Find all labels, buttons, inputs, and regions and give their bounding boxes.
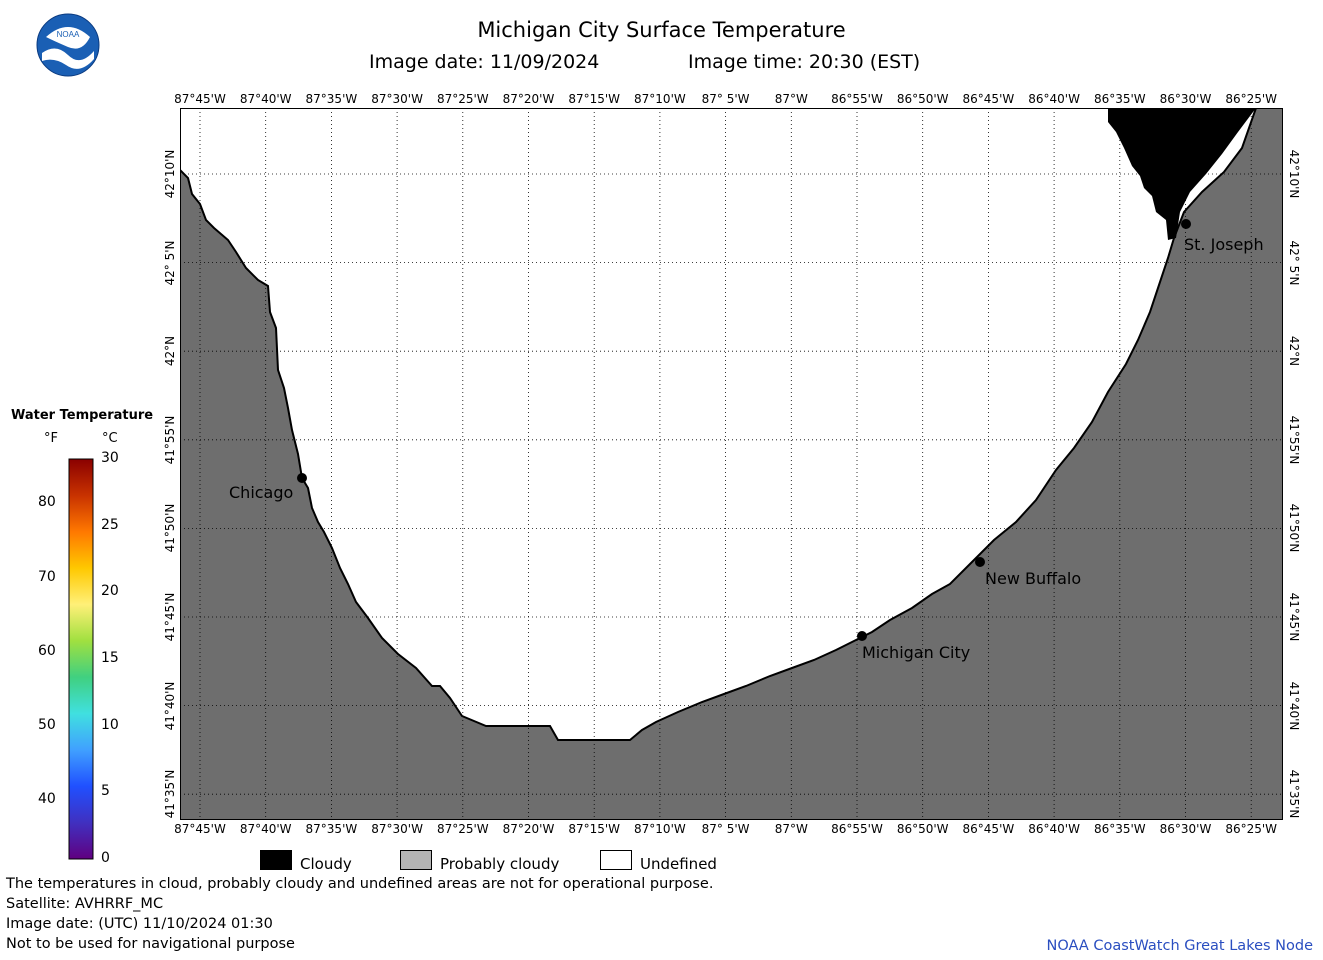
latitude-label: 42° 5'N: [1287, 240, 1301, 286]
longitude-label: 87°W: [774, 822, 808, 836]
map-canvas: [180, 108, 1283, 820]
longitude-label: 87°20'W: [502, 822, 555, 836]
longitude-label: 87° 5'W: [701, 822, 750, 836]
longitude-label: 86°55'W: [831, 92, 883, 106]
celsius-tick: 15: [101, 650, 119, 666]
latitude-label: 42°10'N: [163, 149, 177, 199]
longitude-label: 87°40'W: [239, 92, 292, 106]
longitude-label: 87°20'W: [502, 92, 555, 106]
latitude-label: 41°35'N: [1287, 769, 1301, 819]
city-label-st-joseph: St. Joseph: [1184, 235, 1264, 254]
city-label-michigan-city: Michigan City: [862, 643, 971, 662]
logo-text: NOAA: [57, 30, 80, 39]
city-marker-st-joseph: [1181, 219, 1191, 229]
longitude-label: 86°35'W: [1093, 822, 1146, 836]
key-label-undefined: Undefined: [640, 855, 717, 873]
longitude-label: 86°25'W: [1225, 822, 1278, 836]
longitude-label: 87°45'W: [174, 822, 226, 836]
satellite-note: Satellite: AVHRRF_MC: [6, 896, 164, 912]
longitude-label: 87°10'W: [634, 92, 686, 106]
noaa-logo-icon: NOAA: [36, 13, 100, 77]
latitude-label: 42°N: [163, 336, 177, 367]
legend-title: Water Temperature: [11, 408, 154, 423]
longitude-label: 86°30'W: [1159, 92, 1212, 106]
city-marker-new-buffalo: [975, 557, 985, 567]
longitude-label: 86°40'W: [1028, 92, 1080, 106]
fahrenheit-tick: 50: [38, 716, 56, 733]
city-label-chicago: Chicago: [229, 483, 294, 502]
key-swatch-probably-cloudy: [400, 850, 432, 870]
navigation-note: Not to be used for navigational purpose: [6, 936, 295, 952]
latitude-label: 41°40'N: [1287, 681, 1301, 731]
longitude-label: 87°30'W: [371, 822, 423, 836]
city-marker-michigan-city: [857, 631, 867, 641]
longitude-label: 87° 5'W: [701, 92, 750, 106]
longitude-label: 86°55'W: [831, 822, 883, 836]
latitude-label: 41°50'N: [1287, 503, 1301, 553]
longitude-label: 87°25'W: [436, 92, 489, 106]
longitude-label: 87°45'W: [174, 92, 226, 106]
longitude-label: 87°10'W: [634, 822, 686, 836]
celsius-tick: 20: [101, 583, 119, 600]
fahrenheit-tick: 80: [38, 494, 56, 511]
latitude-label: 41°45'N: [163, 592, 177, 642]
longitude-label: 87°40'W: [239, 822, 292, 836]
key-swatch-undefined: [600, 850, 632, 870]
longitude-label: 86°50'W: [896, 92, 949, 106]
celsius-tick: 25: [101, 516, 119, 533]
longitude-label: 86°40'W: [1028, 822, 1080, 836]
image-time: Image time: 20:30 (EST): [688, 51, 921, 73]
longitude-label: 87°25'W: [436, 822, 489, 836]
longitude-label: 86°35'W: [1093, 92, 1146, 106]
city-label-new-buffalo: New Buffalo: [985, 569, 1082, 588]
latitude-label: 42° 5'N: [163, 240, 177, 286]
legend-unit-c: °C: [102, 431, 118, 446]
fahrenheit-tick: 40: [38, 790, 56, 807]
credit-link[interactable]: NOAA CoastWatch Great Lakes Node: [1046, 938, 1313, 954]
latitude-label: 41°50'N: [163, 503, 177, 553]
shoreline: [180, 108, 1257, 741]
map-title: Michigan City Surface Temperature: [477, 18, 846, 42]
cloudy-area: [1108, 108, 1256, 240]
longitude-label: 87°W: [774, 92, 808, 106]
longitude-label: 86°45'W: [962, 92, 1015, 106]
longitude-label: 87°35'W: [305, 822, 358, 836]
utc-date-note: Image date: (UTC) 11/10/2024 01:30: [6, 916, 273, 932]
longitude-label: 86°25'W: [1225, 92, 1278, 106]
latitude-label: 41°45'N: [1287, 592, 1301, 642]
latitude-label: 41°35'N: [163, 769, 177, 819]
latitude-label: 42°10'N: [1287, 149, 1301, 199]
key-swatch-cloudy: [260, 850, 292, 870]
city-marker-chicago: [297, 473, 307, 483]
latitude-label: 41°55'N: [163, 415, 177, 465]
latitude-label: 42°N: [1287, 336, 1301, 367]
graticule: [180, 108, 1283, 820]
temperature-colorbar: [68, 458, 94, 860]
longitude-label: 87°35'W: [305, 92, 358, 106]
key-label-probably-cloudy: Probably cloudy: [440, 855, 560, 873]
longitude-label: 86°45'W: [962, 822, 1015, 836]
latitude-label: 41°40'N: [163, 681, 177, 731]
map-frame: [180, 108, 1283, 820]
legend-unit-f: °F: [44, 431, 58, 446]
fahrenheit-tick: 60: [38, 642, 56, 659]
celsius-tick: 5: [101, 783, 110, 800]
fahrenheit-tick: 70: [38, 568, 56, 585]
celsius-tick: 30: [101, 450, 119, 466]
longitude-label: 87°30'W: [371, 92, 423, 106]
celsius-tick: 10: [101, 716, 119, 733]
land-area: [180, 108, 1283, 820]
latitude-label: 41°55'N: [1287, 415, 1301, 465]
longitude-label: 87°15'W: [568, 822, 621, 836]
celsius-tick: 0: [101, 850, 110, 866]
longitude-label: 87°15'W: [568, 92, 621, 106]
disclaimer-note: The temperatures in cloud, probably clou…: [6, 876, 714, 892]
key-label-cloudy: Cloudy: [300, 855, 352, 873]
image-date: Image date: 11/09/2024: [369, 51, 600, 73]
longitude-label: 86°50'W: [896, 822, 949, 836]
longitude-label: 86°30'W: [1159, 822, 1212, 836]
